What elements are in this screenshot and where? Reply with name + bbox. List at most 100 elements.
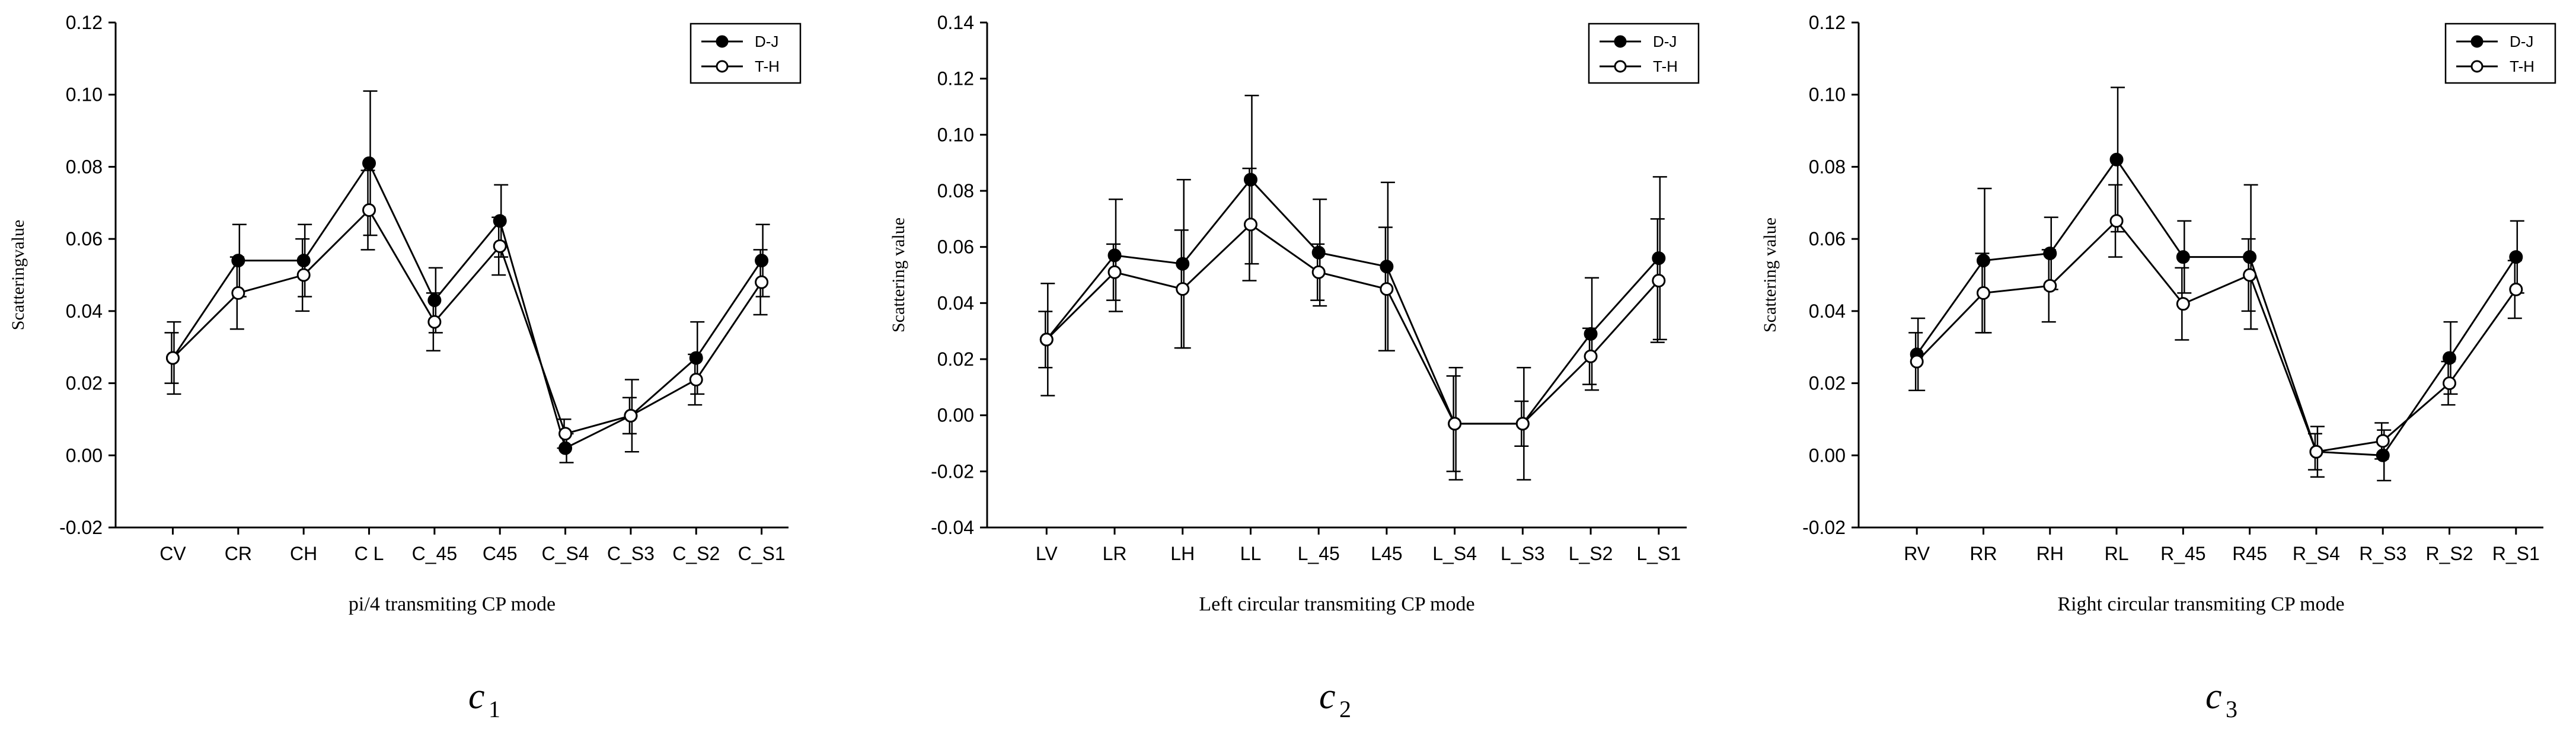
legend: D-J T-H bbox=[2444, 23, 2556, 84]
y-tick-label: 0.02 bbox=[1809, 373, 1846, 394]
y-tick-label: -0.02 bbox=[1802, 517, 1846, 538]
data-point bbox=[755, 254, 769, 268]
series-line bbox=[1916, 158, 2517, 456]
legend-marker bbox=[2470, 60, 2484, 73]
x-tick-label: L_S4 bbox=[1432, 543, 1477, 564]
legend-label: D-J bbox=[1653, 33, 1677, 50]
data-point bbox=[165, 351, 180, 365]
x-tick-label: C_S1 bbox=[738, 543, 786, 564]
data-point bbox=[427, 315, 442, 329]
y-tick-label: 0.08 bbox=[1809, 156, 1846, 177]
y-tick-label: 0.12 bbox=[937, 68, 974, 89]
data-point bbox=[296, 254, 311, 268]
series-D-J bbox=[1039, 94, 1667, 481]
x-tick-label: LR bbox=[1103, 543, 1127, 564]
x-tick-label: C_S3 bbox=[607, 543, 655, 564]
panel-label-subscript: 1 bbox=[489, 696, 500, 722]
y-tick-label: 0.10 bbox=[937, 124, 974, 145]
legend-marker bbox=[716, 35, 729, 48]
x-tick-label: R45 bbox=[2232, 543, 2267, 564]
series-D-J bbox=[165, 90, 770, 463]
series-T-H bbox=[164, 170, 769, 449]
series-line bbox=[1046, 223, 1659, 425]
legend-label: D-J bbox=[755, 33, 778, 50]
chart-panel-1: -0.02 0.00 0.02 0.04 0.06 0.08 0.10 0.12 CV CR CH C… bbox=[8, 12, 802, 722]
x-tick-label: LL bbox=[1240, 543, 1262, 564]
x-axis-title: pi/4 transmiting CP mode bbox=[349, 593, 556, 615]
chart-panel-2: -0.04 -0.02 0.00 0.02 0.04 0.06 0.08 0.10 0.12 0.… bbox=[889, 12, 1700, 722]
x-tick-label: CV bbox=[159, 543, 186, 564]
data-point bbox=[2243, 268, 2257, 282]
x-tick-label: L_S1 bbox=[1636, 543, 1681, 564]
legend-marker bbox=[1614, 35, 1627, 48]
y-tick-label: 0.02 bbox=[66, 373, 103, 394]
data-point bbox=[362, 156, 376, 170]
data-point bbox=[2243, 250, 2257, 264]
data-point bbox=[231, 286, 245, 300]
y-tick-label: 0.08 bbox=[66, 156, 103, 177]
x-tick-label: C L bbox=[355, 543, 384, 564]
data-point bbox=[1976, 254, 1990, 268]
x-tick-label: C_S4 bbox=[542, 543, 589, 564]
data-point bbox=[624, 408, 638, 423]
x-tick-label: RH bbox=[2036, 543, 2064, 564]
x-tick-label: R_S1 bbox=[2492, 543, 2540, 564]
data-point bbox=[1584, 349, 1598, 363]
data-point bbox=[1380, 260, 1394, 274]
x-tick-label: R_S2 bbox=[2425, 543, 2473, 564]
x-tick-label: R_S4 bbox=[2293, 543, 2340, 564]
x-tick-label: L_S2 bbox=[1569, 543, 1613, 564]
y-tick-label: 0.06 bbox=[1809, 228, 1846, 250]
y-tick-label: 0.00 bbox=[66, 445, 103, 466]
data-point bbox=[2109, 214, 2124, 228]
x-tick-label: RV bbox=[1904, 543, 1930, 564]
panel-label: c bbox=[2205, 676, 2222, 717]
panel-label: c bbox=[468, 676, 485, 717]
y-tick-label: 0.04 bbox=[1809, 300, 1846, 322]
x-tick-label: RL bbox=[2105, 543, 2129, 564]
x-axis-title: Right circular transmiting CP mode bbox=[2057, 593, 2344, 615]
x-tick-label: L_45 bbox=[1298, 543, 1340, 564]
series-line bbox=[1046, 178, 1659, 425]
data-point bbox=[2176, 250, 2190, 264]
data-point bbox=[1448, 417, 1462, 431]
series-T-H bbox=[1908, 184, 2523, 471]
data-point bbox=[427, 293, 442, 308]
panel-label: c bbox=[1319, 676, 1336, 717]
y-tick-label: 0.12 bbox=[1809, 12, 1846, 33]
y-tick-label: 0.02 bbox=[937, 348, 974, 370]
data-point bbox=[1311, 245, 1326, 260]
panel-label-subscript: 3 bbox=[2226, 696, 2237, 722]
legend-label: D-J bbox=[2510, 33, 2533, 50]
x-tick-label: C45 bbox=[483, 543, 518, 564]
data-point bbox=[2109, 152, 2124, 167]
y-tick-label: 0.10 bbox=[1809, 84, 1846, 105]
legend-marker bbox=[2470, 35, 2484, 48]
data-point bbox=[1976, 286, 1990, 300]
legend-marker bbox=[716, 60, 729, 73]
legend-box bbox=[2444, 23, 2556, 84]
data-point bbox=[2176, 297, 2190, 311]
data-point bbox=[1243, 172, 1257, 187]
data-point bbox=[1311, 265, 1326, 279]
x-tick-label: RR bbox=[1969, 543, 1997, 564]
data-point bbox=[1039, 332, 1054, 347]
legend-label: T-H bbox=[1653, 57, 1678, 75]
legend-label: T-H bbox=[755, 57, 780, 75]
data-point bbox=[1176, 282, 1190, 296]
data-point bbox=[1176, 257, 1190, 271]
legend: D-J T-H bbox=[1588, 23, 1700, 84]
y-tick-label: 0.00 bbox=[937, 405, 974, 426]
x-tick-label: CH bbox=[290, 543, 317, 564]
y-axis-title: Scattering value bbox=[1760, 218, 1780, 332]
x-axis-title: Left circular transmiting CP mode bbox=[1199, 593, 1474, 615]
y-tick-label: 0.04 bbox=[937, 292, 974, 314]
x-tick-label: C_45 bbox=[412, 543, 458, 564]
data-point bbox=[296, 268, 311, 282]
data-point bbox=[493, 239, 507, 253]
data-point bbox=[1107, 248, 1122, 263]
x-tick-label: LV bbox=[1036, 543, 1058, 564]
y-tick-label: -0.04 bbox=[931, 517, 974, 538]
x-tick-label: L_S3 bbox=[1501, 543, 1545, 564]
